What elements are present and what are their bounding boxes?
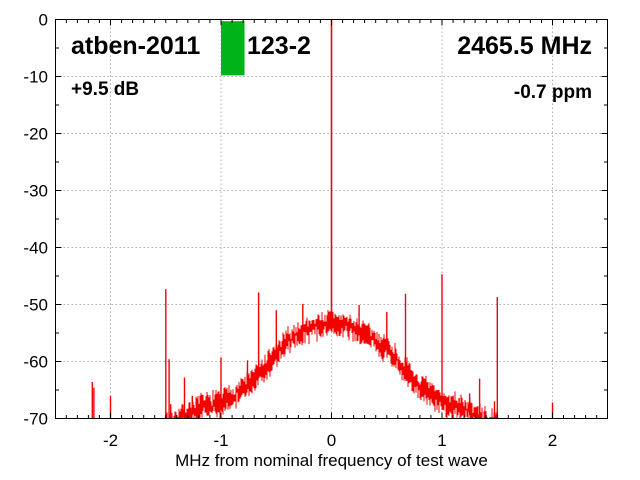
y-tick-label: -20 xyxy=(23,125,48,144)
y-tick-label: -70 xyxy=(23,410,48,429)
gain-label: +9.5 dB xyxy=(71,79,140,100)
y-tick-label: 0 xyxy=(39,11,48,30)
x-tick-label: -1 xyxy=(213,431,228,450)
x-axis-title: MHz from nominal frequency of test wave xyxy=(175,451,488,470)
device-id-left-label: atben-2011 xyxy=(71,32,201,60)
device-id-right-label: 123-2 xyxy=(247,32,311,60)
y-tick-label: -10 xyxy=(23,68,48,87)
x-tick-label: 0 xyxy=(327,431,336,450)
y-tick-label: -30 xyxy=(23,182,48,201)
ppm-offset-label: -0.7 ppm xyxy=(513,82,592,103)
x-tick-label: 2 xyxy=(548,431,557,450)
y-tick-label: -60 xyxy=(23,353,48,372)
marker-band xyxy=(221,21,245,76)
plot-border xyxy=(55,19,608,419)
x-tick-label: 1 xyxy=(437,431,446,450)
y-tick-label: -40 xyxy=(23,239,48,258)
axis-ticks xyxy=(55,19,608,419)
spur-spikes xyxy=(91,274,554,418)
x-tick-label: -2 xyxy=(103,431,118,450)
center-frequency-label: 2465.5 MHz xyxy=(457,32,592,60)
y-tick-label: -50 xyxy=(23,296,48,315)
